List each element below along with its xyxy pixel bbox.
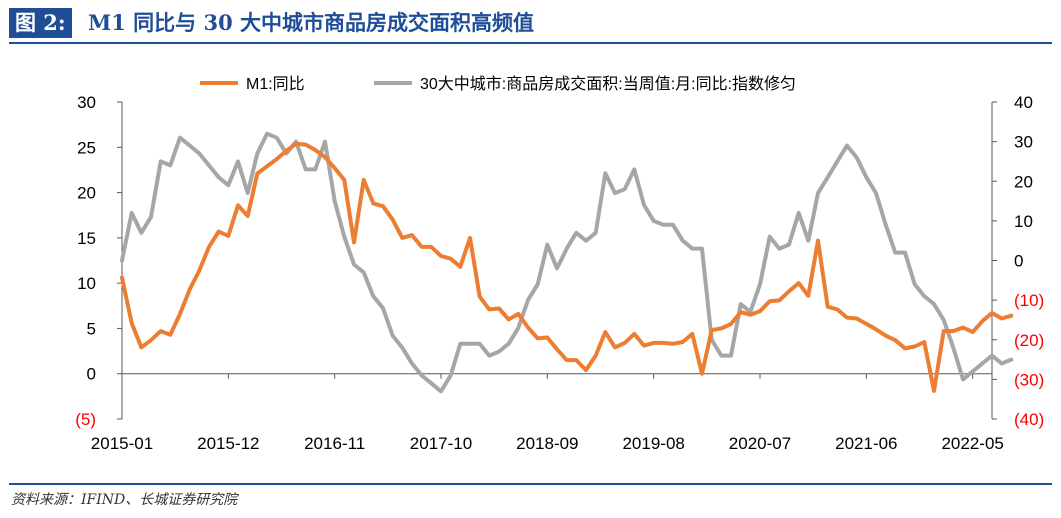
left-axis-tick-label: (5) xyxy=(75,410,96,429)
right-axis-tick-label: 40 xyxy=(1014,93,1033,112)
x-axis-tick-label: 2015-12 xyxy=(197,434,259,453)
m1-yoy-series-line xyxy=(120,141,1014,393)
x-axis-tick-label: 2022-05 xyxy=(941,434,1003,453)
right-axis-tick-label: (40) xyxy=(1014,410,1044,429)
right-axis-tick-label: (10) xyxy=(1014,291,1044,310)
housing-area-yoy-series-line xyxy=(120,131,1014,394)
left-axis-tick-label: 5 xyxy=(87,319,96,338)
right-axis-tick-label: (30) xyxy=(1014,370,1044,389)
x-axis-tick-label: 2018-09 xyxy=(516,434,578,453)
legend-label-housing-area: 30大中城市:商品房成交面积:当周值:月:同比:指数修匀 xyxy=(420,75,796,93)
x-axis-tick-label: 2019-08 xyxy=(622,434,684,453)
left-axis-tick-label: 20 xyxy=(77,184,96,203)
left-axis-tick-label: 30 xyxy=(77,93,96,112)
x-axis-tick-label: 2017-10 xyxy=(410,434,472,453)
x-axis-tick-label: 2020-07 xyxy=(729,434,791,453)
figure-header: 图 2: M1 同比与 30 大中城市商品房成交面积高频值 xyxy=(0,0,1061,42)
left-axis-tick-label: 10 xyxy=(77,274,96,293)
left-axis-tick-label: 15 xyxy=(77,229,96,248)
chart: (5) 0 5 10 15 20 25 30 (40) (30) (20) (10) 0 10 20 30 40… xyxy=(75,75,1044,453)
figure-title: M1 同比与 30 大中城市商品房成交面积高频值 xyxy=(88,10,535,35)
legend-label-m1: M1:同比 xyxy=(246,75,305,93)
source-rule xyxy=(9,483,1052,485)
right-axis-tick-label: 10 xyxy=(1014,212,1033,231)
x-axis-tick-label: 2021-06 xyxy=(835,434,897,453)
left-axis-tick-label: 0 xyxy=(87,365,96,384)
right-axis-tick-label: 0 xyxy=(1014,252,1023,271)
x-axis-tick-label: 2016-11 xyxy=(304,434,365,453)
title-underline xyxy=(9,42,1052,44)
left-axis-tick-label: 25 xyxy=(77,138,96,157)
x-axis-tick-label: 2015-01 xyxy=(91,434,153,453)
figure-number-badge: 图 2: xyxy=(9,8,72,38)
right-axis-tick-label: (20) xyxy=(1014,331,1044,350)
source-note: 资料来源：IFIND、长城证券研究院 xyxy=(11,492,238,508)
right-axis-tick-label: 30 xyxy=(1014,133,1033,152)
right-axis-tick-label: 20 xyxy=(1014,172,1033,191)
